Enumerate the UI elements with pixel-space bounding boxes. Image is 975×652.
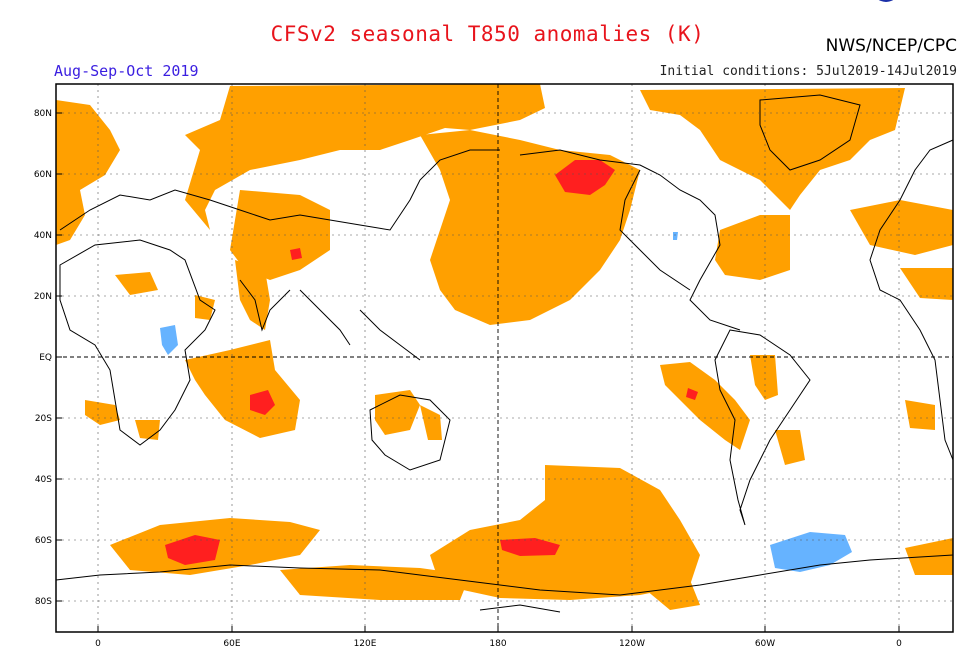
gridlines <box>56 84 953 632</box>
lat-label: 60N <box>34 170 52 180</box>
lon-label: 120E <box>354 639 377 649</box>
lon-label: 0 <box>896 639 902 649</box>
map-frame <box>55 83 954 633</box>
lon-label: 120W <box>619 639 645 649</box>
lon-label: 180 <box>489 639 506 649</box>
coastlines <box>55 94 954 613</box>
lon-label: 0 <box>95 639 101 649</box>
lat-label: 80S <box>35 597 52 607</box>
lon-label: 60W <box>755 639 775 649</box>
equator-dateline <box>56 84 953 632</box>
longitude-labels: 0 60E 120E 180 120W 60W 0 <box>95 639 902 649</box>
map-panel <box>55 83 954 633</box>
noaa-logo-icon <box>857 0 915 18</box>
map-title: CFSv2 seasonal T850 anomalies (K) <box>270 22 705 46</box>
lat-label: 80N <box>34 109 52 119</box>
strong-warm-anomaly-regions <box>165 160 698 565</box>
lat-label: 20S <box>35 414 52 424</box>
lat-label: EQ <box>39 353 52 363</box>
lat-label: 20N <box>34 292 52 302</box>
organization-label: NWS/NCEP/CPC <box>825 36 957 56</box>
lat-label: 40N <box>34 231 52 241</box>
lon-label: 60E <box>223 639 240 649</box>
latitude-labels: 80N 60N 40N 20N EQ 20S 40S 60S 80S <box>34 109 52 607</box>
season-label: Aug-Sep-Oct 2019 <box>54 62 199 80</box>
cool-anomaly-regions <box>160 232 852 572</box>
lat-label: 60S <box>35 536 52 546</box>
lat-label: 40S <box>35 475 52 485</box>
axis-ticks <box>56 112 900 632</box>
initial-conditions-label: Initial conditions: 5Jul2019-14Jul2019 <box>659 64 957 79</box>
